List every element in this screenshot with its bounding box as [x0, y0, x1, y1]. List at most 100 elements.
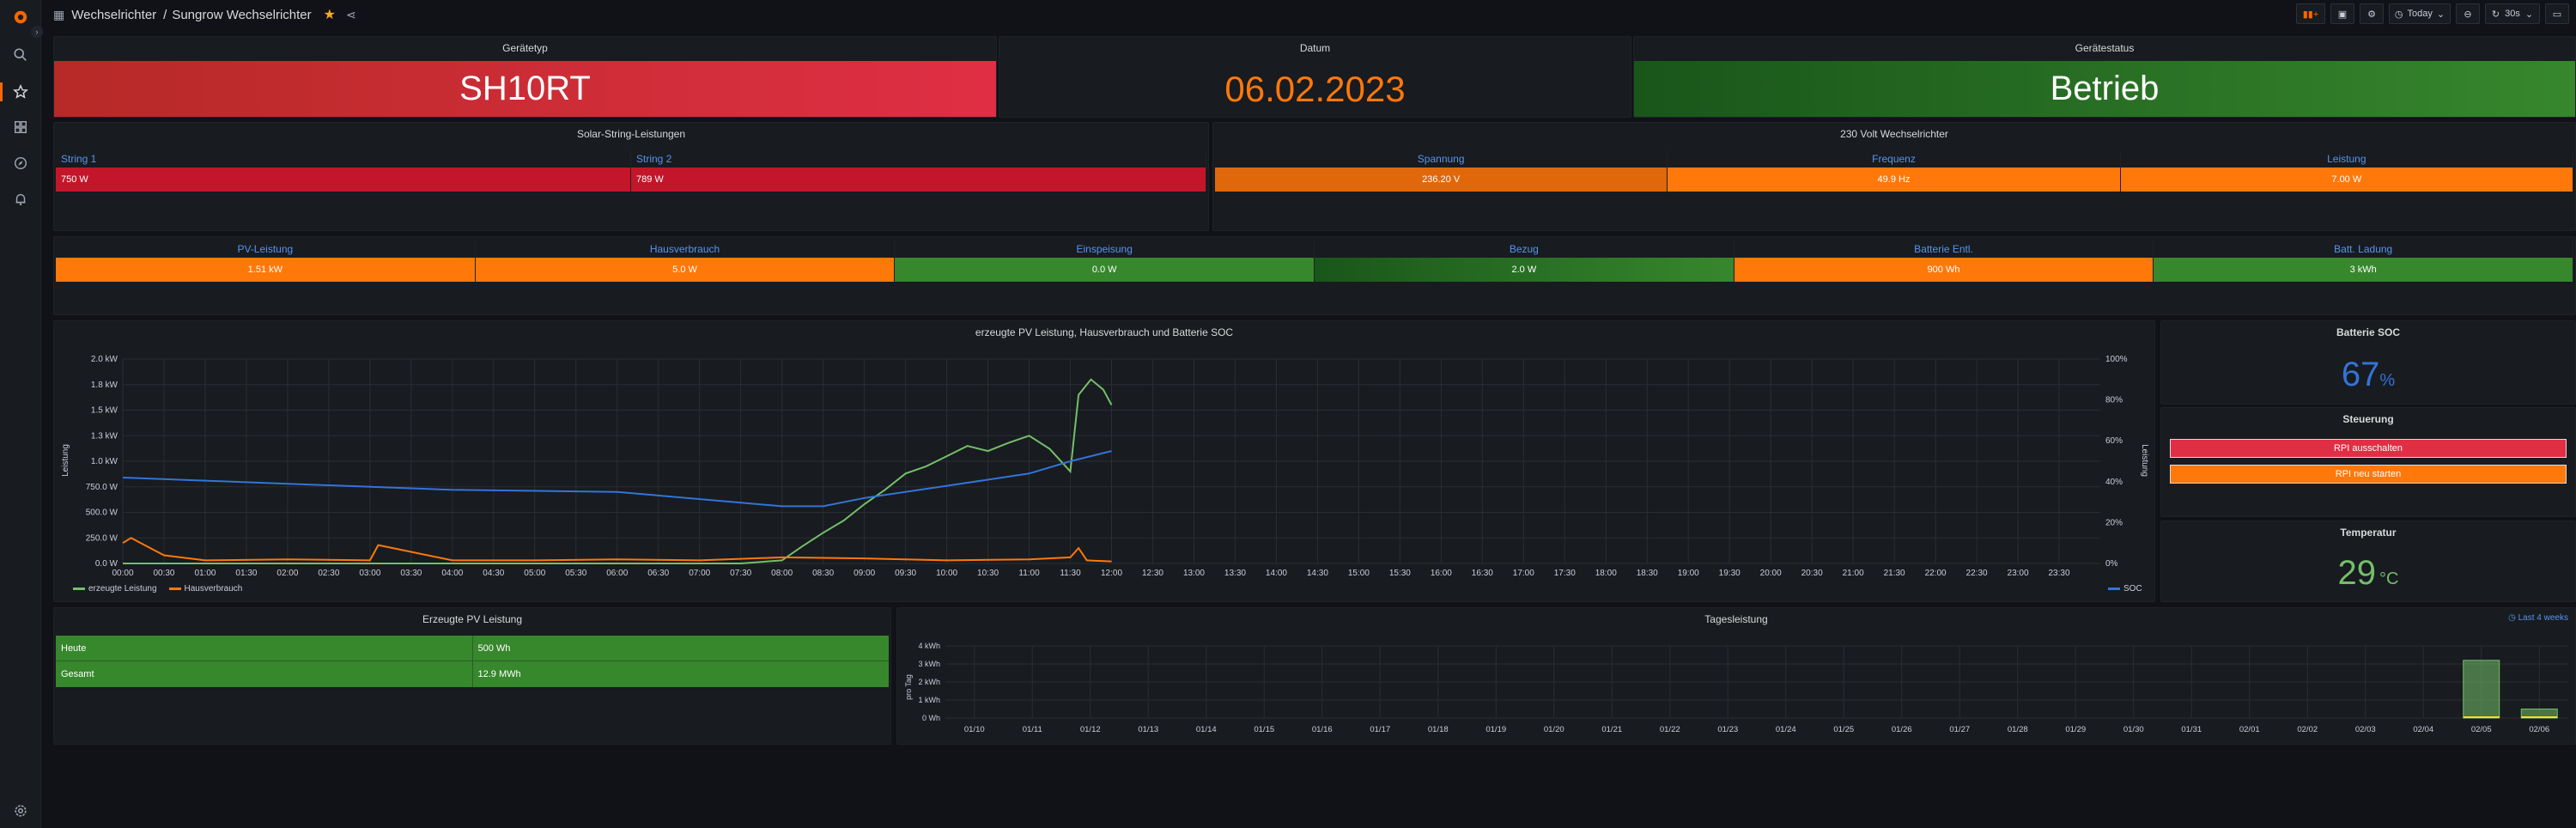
column-header[interactable]: Leistung: [2327, 153, 2366, 165]
tv-mode-button[interactable]: ▭: [2545, 3, 2569, 24]
x-tick-label: 14:00: [1266, 569, 1287, 578]
x-tick-label: 01/25: [1833, 725, 1854, 734]
tagesleistung-bar-chart[interactable]: 0 Wh 1 kWh 2 kWh 3 kWh 4 kWh 01/10 01/11 01/12 0…: [897, 608, 2576, 746]
x-tick-label: 05:00: [524, 569, 545, 578]
share-icon[interactable]: ⋖: [345, 7, 356, 21]
breadcrumb-folder[interactable]: Wechselrichter: [71, 7, 157, 22]
column-header[interactable]: Batterie Entl.: [1914, 243, 1973, 255]
row-value: 12.9 MWh: [477, 669, 521, 679]
soc-unit: %: [2379, 370, 2396, 390]
x-tick-label: 12:30: [1142, 569, 1163, 578]
y-right-axis-label: Leistung: [2140, 444, 2149, 477]
erzeugte-pv-table: Heute 500 Wh Gesamt 12.9 MWh: [56, 636, 889, 687]
dashboards-icon[interactable]: [10, 117, 31, 137]
panel-230v-wechselrichter: 230 Volt Wechselrichter Spannung 236.20 …: [1212, 122, 2576, 231]
breadcrumb-dashboard[interactable]: Sungrow Wechselrichter: [172, 7, 312, 22]
rpi-restart-button[interactable]: RPI neu starten: [2170, 465, 2567, 484]
chevron-down-icon: ⌄: [2524, 9, 2534, 20]
legend-label[interactable]: Hausverbrauch: [184, 584, 243, 594]
table-cell: 789 W: [631, 167, 1206, 192]
pv-legend-left: erzeugte Leistung Hausverbrauch: [73, 584, 242, 594]
alerting-bell-icon[interactable]: [10, 189, 31, 210]
x-tick-label: 07:00: [689, 569, 710, 578]
table-column: String 2 789 W: [631, 150, 1206, 192]
x-tick-label: 01/22: [1660, 725, 1680, 734]
column-header[interactable]: Spannung: [1417, 153, 1465, 165]
column-header[interactable]: String 2: [636, 153, 672, 165]
x-tick-label: 11:00: [1018, 569, 1040, 578]
y-left-tick-label: 250.0 W: [86, 533, 118, 543]
rpi-shutdown-button[interactable]: RPI ausschalten: [2170, 439, 2567, 458]
time-override-link[interactable]: ◷ Last 4 weeks: [2508, 613, 2568, 623]
table-column: Batterie Entl. 900 Wh: [1734, 240, 2154, 282]
x-tick-label: 02/05: [2471, 725, 2492, 734]
panel-title: Gerätetyp: [502, 42, 548, 54]
x-tick-label: 11:30: [1060, 569, 1081, 578]
column-header[interactable]: Batt. Ladung: [2334, 243, 2393, 255]
table-column: String 1 750 W: [56, 150, 631, 192]
table-column: PV-Leistung 1.51 kW: [56, 240, 476, 282]
x-tick-label: 22:00: [1925, 569, 1947, 578]
x-tick-label: 08:30: [812, 569, 834, 578]
panel-steuerung: Steuerung RPI ausschalten RPI neu starte…: [2160, 407, 2576, 517]
x-tick-label: 13:00: [1183, 569, 1205, 578]
x-tick-label: 02/01: [2239, 725, 2260, 734]
legend-label[interactable]: SOC: [2123, 584, 2142, 594]
time-picker-button[interactable]: ◷ Today ⌄: [2389, 3, 2451, 24]
dashboard-settings-button[interactable]: ⚙: [2360, 3, 2384, 24]
add-panel-icon: ▮▮+: [2302, 9, 2319, 20]
column-header[interactable]: Einspeisung: [1076, 243, 1133, 255]
refresh-button[interactable]: ↻ 30s ⌄: [2485, 3, 2540, 24]
explore-icon[interactable]: [10, 153, 31, 174]
y-left-axis-label: Leistung: [61, 444, 70, 477]
x-tick-label: 00:30: [153, 569, 174, 578]
star-favorite-icon[interactable]: ★: [323, 8, 336, 22]
x-tick-label: 04:30: [483, 569, 504, 578]
table-cell: 0.0 W: [895, 258, 1315, 282]
table-cell: 2.0 W: [1315, 258, 1734, 282]
search-icon[interactable]: [10, 45, 31, 65]
panel-title: erzeugte PV Leistung, Hausverbrauch und …: [975, 326, 1234, 338]
save-dashboard-button[interactable]: ▣: [2330, 3, 2354, 24]
wechselrichter-table: Spannung 236.20 V Frequenz 49.9 Hz Leist…: [1215, 150, 2573, 192]
table-cell: 7.00 W: [2120, 167, 2573, 192]
x-tick-label: 01/27: [1949, 725, 1970, 734]
panel-datum: Datum 06.02.2023: [999, 36, 1631, 118]
column-header[interactable]: Hausverbrauch: [649, 243, 720, 255]
column-header[interactable]: String 1: [61, 153, 97, 165]
zoom-out-button[interactable]: ⊖: [2456, 3, 2480, 24]
x-tick-label: 05:30: [565, 569, 586, 578]
x-tick-label: 01/13: [1138, 725, 1158, 734]
x-tick-label: 06:00: [606, 569, 628, 578]
x-tick-label: 01/28: [2008, 725, 2028, 734]
energy-table: PV-Leistung 1.51 kW Hausverbrauch 5.0 W …: [56, 240, 2574, 282]
y-left-tick-label: 500.0 W: [86, 508, 118, 518]
pv-line-chart[interactable]: 0.0 W 250.0 W 500.0 W 750.0 W 1.0 kW 1.3 kW 1.…: [54, 321, 2156, 603]
y-right-tick-label: 60%: [2105, 436, 2123, 446]
legend-label[interactable]: erzeugte Leistung: [88, 584, 157, 594]
x-tick-label: 16:00: [1431, 569, 1452, 578]
x-tick-label: 03:00: [359, 569, 380, 578]
column-header[interactable]: Frequenz: [1872, 153, 1916, 165]
y-left-tick-label: 1.8 kW: [91, 381, 118, 390]
add-panel-button[interactable]: ▮▮+: [2296, 3, 2325, 24]
starred-icon[interactable]: [10, 82, 31, 102]
column-header[interactable]: Bezug: [1509, 243, 1539, 255]
panel-title: Batterie SOC: [2336, 326, 2401, 338]
geraetestatus-value: Betrieb: [1634, 61, 2575, 117]
x-tick-label: 02/04: [2413, 725, 2433, 734]
expand-sidebar-icon[interactable]: ›: [31, 26, 43, 38]
settings-gear-icon[interactable]: [10, 801, 31, 821]
x-tick-label: 08:00: [771, 569, 793, 578]
legend-swatch: [73, 588, 85, 590]
x-tick-label: 01/20: [1544, 725, 1564, 734]
temperatur-stat: 29 °C: [2161, 549, 2575, 597]
monitor-icon: ▭: [2552, 9, 2562, 20]
grafana-logo-icon[interactable]: [10, 7, 31, 27]
column-header[interactable]: PV-Leistung: [237, 243, 294, 255]
panel-title: Steuerung: [2342, 413, 2394, 425]
time-override-label: Last 4 weeks: [2518, 613, 2568, 623]
clock-icon: ◷: [2394, 9, 2403, 20]
x-tick-label: 06:30: [647, 569, 669, 578]
series-line: [123, 378, 1113, 564]
